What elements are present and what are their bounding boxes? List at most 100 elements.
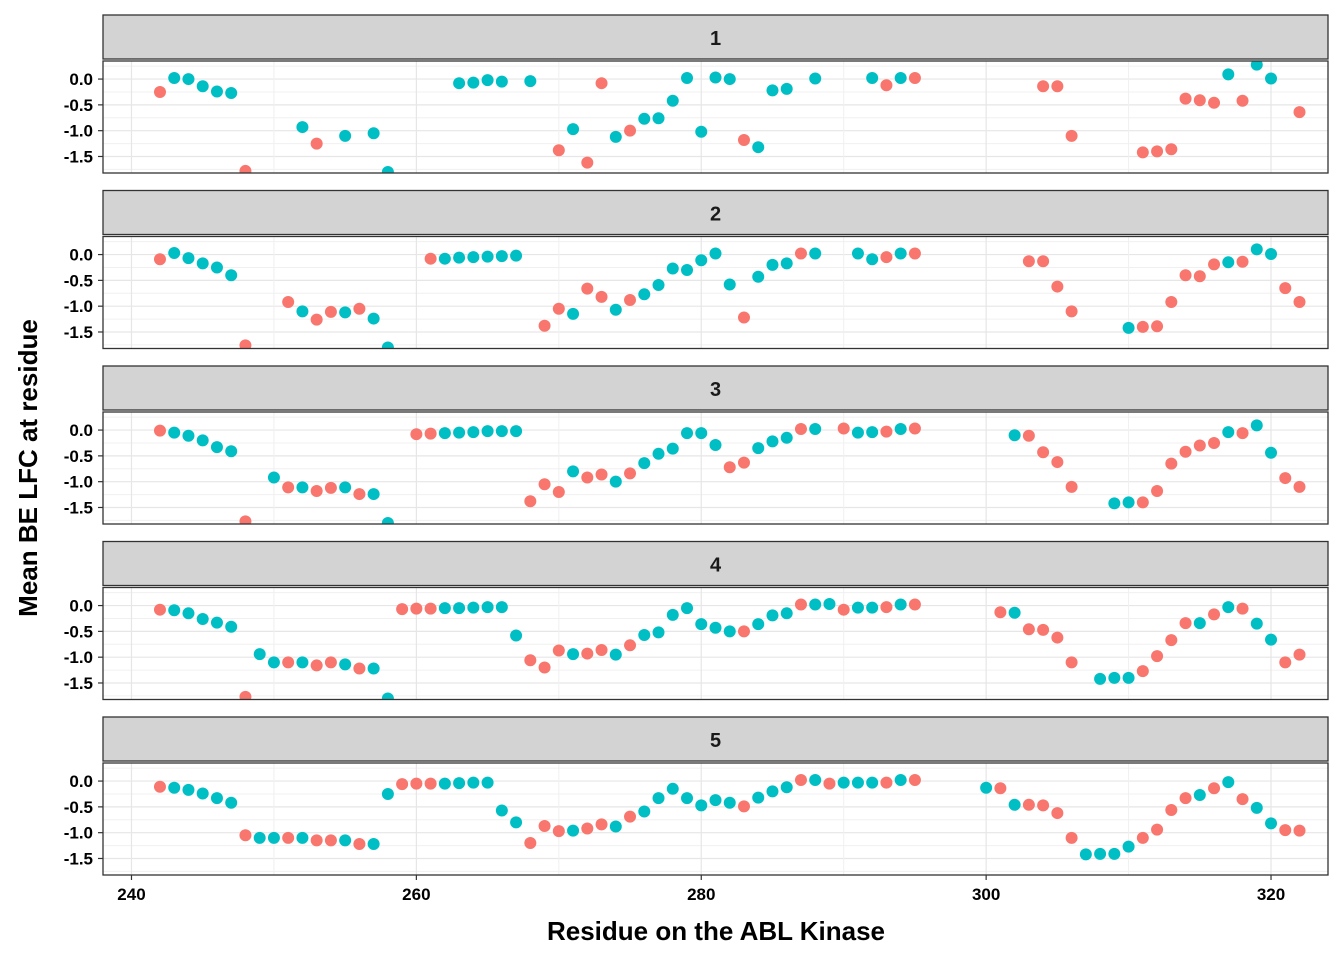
data-point — [809, 598, 822, 611]
data-point — [182, 252, 195, 265]
data-point — [1193, 439, 1206, 452]
data-point — [225, 445, 238, 458]
data-point — [381, 341, 394, 349]
y-tick-label: -1.5 — [64, 674, 93, 693]
data-point — [837, 776, 850, 789]
data-point — [823, 777, 836, 790]
data-point — [1136, 665, 1149, 678]
data-point — [424, 252, 437, 265]
data-point — [552, 302, 565, 315]
data-point — [196, 612, 209, 625]
data-point — [609, 303, 622, 316]
data-point — [1094, 847, 1107, 860]
data-point — [453, 251, 466, 264]
data-point — [1165, 296, 1178, 309]
data-point — [1279, 472, 1292, 485]
data-point — [1250, 801, 1263, 814]
data-point — [282, 481, 295, 494]
data-point — [1222, 68, 1235, 81]
data-point — [453, 602, 466, 615]
data-point — [538, 819, 551, 832]
data-point — [780, 257, 793, 270]
data-point — [609, 648, 622, 661]
data-point — [267, 831, 280, 844]
data-point — [296, 481, 309, 494]
data-points — [153, 419, 1306, 524]
data-point — [410, 602, 423, 615]
data-point — [310, 834, 323, 847]
data-point — [681, 792, 694, 805]
data-point — [780, 607, 793, 620]
data-point — [723, 73, 736, 86]
data-point — [182, 73, 195, 86]
data-point — [1037, 446, 1050, 459]
data-point — [1165, 143, 1178, 156]
data-point — [310, 484, 323, 497]
data-point — [296, 305, 309, 318]
data-point — [794, 247, 807, 260]
data-point — [652, 112, 665, 125]
data-point — [666, 608, 679, 621]
data-point — [1179, 445, 1192, 458]
data-point — [196, 80, 209, 93]
facet-strip-label: 4 — [710, 555, 722, 577]
data-point — [225, 620, 238, 633]
data-points — [153, 243, 1306, 349]
data-point — [880, 79, 893, 92]
data-point — [153, 603, 166, 616]
data-point — [837, 603, 850, 616]
data-point — [794, 774, 807, 787]
data-point — [367, 838, 380, 851]
gridlines — [103, 763, 1328, 875]
data-point — [1079, 848, 1092, 861]
x-axis: 240 260 280 300 320 — [117, 875, 1285, 904]
data-point — [467, 251, 480, 264]
data-point — [1208, 608, 1221, 621]
data-point — [510, 249, 523, 262]
data-point — [1051, 631, 1064, 644]
y-tick-label: -0.5 — [64, 96, 93, 115]
data-point — [1151, 823, 1164, 836]
facet-panel-1: 1 0.0 -0.5 -1.0 -1.5 — [64, 14, 1329, 174]
data-point — [381, 165, 394, 173]
data-point — [1222, 776, 1235, 789]
facet-strip-label: 3 — [710, 379, 721, 401]
data-point — [168, 781, 181, 794]
data-point — [1122, 671, 1135, 684]
data-points — [153, 598, 1306, 700]
facet-strip — [102, 189, 1329, 236]
panel-border — [102, 235, 1329, 350]
panel-border — [102, 60, 1329, 174]
data-points — [153, 61, 1306, 173]
y-tick-label: -0.5 — [64, 798, 93, 817]
data-point — [1065, 656, 1078, 669]
data-point — [809, 423, 822, 436]
data-point — [239, 690, 252, 700]
data-point — [880, 776, 893, 789]
y-tick-label: -1.0 — [64, 297, 93, 316]
data-point — [453, 426, 466, 439]
data-point — [1108, 497, 1121, 510]
data-point — [1236, 427, 1249, 440]
data-point — [225, 796, 238, 809]
data-point — [780, 781, 793, 794]
data-point — [467, 601, 480, 614]
data-point — [1250, 617, 1263, 630]
data-point — [1222, 256, 1235, 269]
data-point — [396, 603, 409, 616]
data-point — [510, 425, 523, 438]
facet-strip — [102, 14, 1329, 60]
data-point — [153, 85, 166, 98]
y-axis-title: Mean BE LFC at residue — [13, 319, 43, 617]
data-point — [866, 601, 879, 614]
data-point — [1051, 807, 1064, 820]
data-point — [624, 467, 637, 480]
data-point — [296, 121, 309, 134]
data-point — [481, 250, 494, 263]
data-point — [1065, 129, 1078, 142]
data-point — [1265, 817, 1278, 830]
data-point — [1179, 617, 1192, 630]
data-point — [652, 447, 665, 460]
y-tick-label: -1.5 — [64, 849, 93, 868]
data-point — [524, 75, 537, 88]
